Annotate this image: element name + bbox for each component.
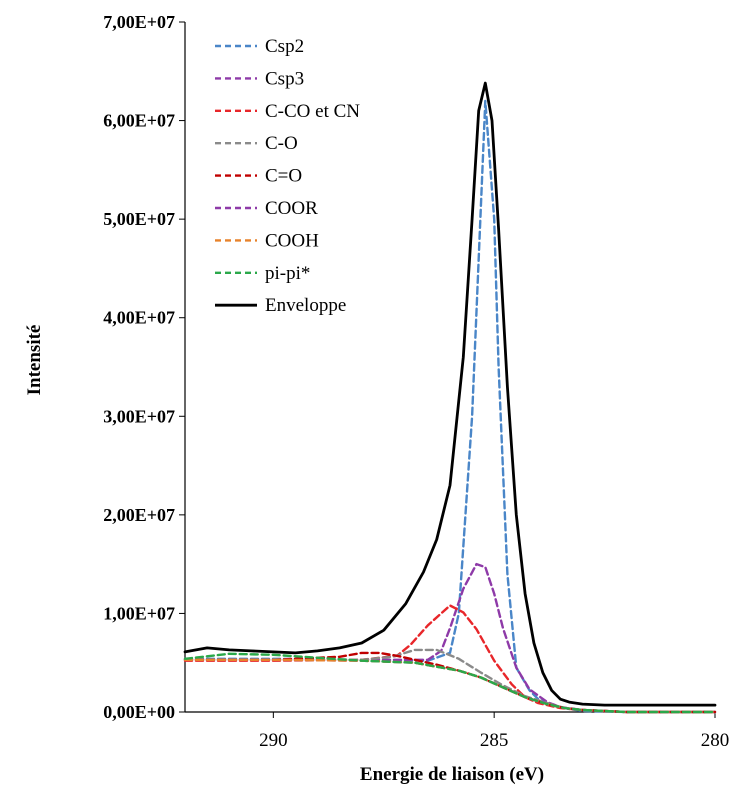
series-layer	[183, 81, 717, 714]
x-axis-title: Energie de liaison (eV)	[360, 764, 544, 785]
series-line-csp2	[183, 99, 717, 714]
legend-label: COOR	[265, 198, 318, 219]
legend-label: C-O	[265, 133, 298, 154]
x-tick-label: 285	[480, 730, 509, 751]
y-tick-label: 3,00E+07	[103, 406, 175, 426]
legend-label: C-CO et CN	[265, 101, 360, 122]
y-tick-label: 0,00E+00	[103, 702, 175, 722]
y-axis-title: Intensité	[24, 325, 45, 396]
x-tick-label: 280	[701, 730, 730, 751]
series-line-pi-pi	[183, 652, 717, 714]
series-line-csp3	[183, 562, 717, 714]
y-tick-label: 1,00E+07	[103, 603, 175, 623]
x-tick-label: 290	[259, 730, 288, 751]
legend-label: Csp2	[265, 36, 304, 57]
series-line-enveloppe	[183, 81, 717, 707]
y-tick-label: 6,00E+07	[103, 111, 175, 131]
legend-label: Enveloppe	[265, 295, 346, 316]
legend: Csp2 Csp3 C-CO et CN C-O C=O COOR COOH pi-pi* En…	[215, 36, 360, 316]
y-tick-label: 7,00E+07	[103, 12, 175, 32]
legend-label: COOH	[265, 230, 319, 251]
axes: 0,00E+00 1,00E+07 2,00E+07 3,00E+07 4,00E+07…	[103, 12, 729, 751]
y-tick-label: 2,00E+07	[103, 505, 175, 525]
legend-label: Csp3	[265, 68, 304, 89]
legend-label: pi-pi*	[265, 263, 310, 284]
y-tick-label: 5,00E+07	[103, 209, 175, 229]
legend-label: C=O	[265, 166, 302, 187]
y-tick-label: 4,00E+07	[103, 308, 175, 328]
